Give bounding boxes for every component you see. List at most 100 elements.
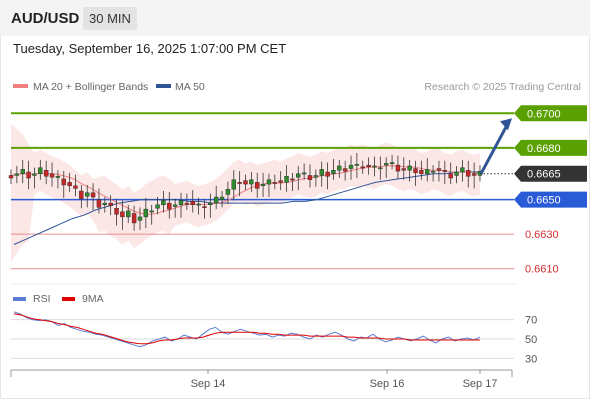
candle-body-29 [178,200,184,206]
candle-body-0 [8,175,14,179]
current-price-label: 0.6665 [527,169,561,181]
candle-body-77 [460,167,465,173]
candle-body-65 [389,162,395,164]
candle-body-24 [149,210,154,213]
candle-body-7 [49,173,55,178]
candle-body-49 [296,173,301,178]
ma50-legend-swatch [156,84,171,88]
candle-body-66 [395,164,401,172]
candle-body-4 [32,173,37,176]
time-axis-labels: Sep 14 Sep 16 Sep 17 [191,370,498,390]
candle-body-73 [436,168,442,171]
candle-body-43 [260,183,266,187]
candle-body-11 [73,185,78,189]
candle-body-26 [161,200,166,206]
rsi-tick-label-0: 70 [525,315,537,327]
candle-body-8 [55,176,61,178]
forecast-arrow-shaft [479,122,510,175]
ma9-legend-swatch [62,297,75,301]
forecast-arrow-head [500,118,512,131]
level-tag-2 [514,191,587,208]
candle-body-57 [342,168,348,172]
candle-body-51 [307,175,313,180]
candle-body-38 [231,179,236,190]
ma50-line [13,171,480,245]
candle-body-16 [102,202,108,206]
candle-body-50 [301,172,307,175]
candle-body-39 [237,182,242,184]
ma20-legend-label: MA 20 + Bollinger Bands [33,81,148,93]
candle-body-9 [61,178,66,186]
candle-body-58 [348,164,354,169]
candle-body-6 [43,170,49,177]
level-tag-label-0: 0.6700 [527,108,561,120]
rsi-tick-label-2: 30 [525,353,537,365]
candle-body-62 [372,165,377,168]
candle-body-63 [378,167,383,170]
candle-body-22 [137,216,143,221]
candle-body-1 [14,173,20,176]
candle-body-68 [407,165,412,171]
candle-body-71 [425,169,430,174]
candle-body-14 [90,192,96,198]
candle-body-45 [272,182,278,184]
candle-body-2 [20,169,25,174]
candle-body-79 [471,173,477,176]
candle-body-30 [184,202,190,205]
rsi-plot: 70 50 30 [11,311,537,365]
candle-body-44 [266,179,272,185]
candle-body-27 [167,202,172,210]
candle-body-17 [108,202,113,206]
candle-body-3 [26,171,31,179]
level-tag-1 [514,139,587,156]
ma9-legend-label: 9MA [82,293,104,305]
candle-body-42 [255,182,260,189]
candle-body-59 [354,164,360,166]
level-tag-label-2: 0.6650 [527,195,561,207]
candle-body-5 [38,167,43,174]
candle-body-13 [85,192,90,197]
candle-body-41 [249,179,254,185]
copyright-label: Research © 2025 Trading Central [424,81,581,93]
level-label-4: 0.6610 [525,264,559,276]
rsi-legend-swatch [13,297,26,301]
rsi-legend-label: RSI [33,293,51,305]
candle-body-76 [454,171,459,176]
candle-body-19 [120,211,125,218]
candle-body-36 [219,196,225,200]
symbol-label: AUD/USD [11,10,80,27]
candle-body-46 [278,180,283,183]
candle-body-54 [325,171,330,177]
candle-body-18 [114,208,119,215]
candle-body-74 [442,170,448,172]
candle-body-37 [225,189,231,195]
candle-body-67 [401,168,406,171]
ma50-legend-label: MA 50 [175,81,205,93]
candle-body-12 [79,190,84,199]
candle-body-48 [290,178,295,181]
candle-body-70 [419,170,424,174]
candle-body-31 [190,201,195,206]
candle-body-34 [208,202,213,206]
bollinger-band [11,123,480,262]
time-tick-label-2: Sep 17 [463,378,498,390]
ma20-line [10,165,481,215]
candle-body-35 [213,196,219,204]
candle-body-21 [131,213,137,224]
timeframe-button[interactable]: 30 MIN [83,7,137,30]
candle-body-47 [284,176,289,183]
candle-body-25 [155,204,160,209]
rsi-tick-label-1: 50 [525,334,537,346]
candle-body-56 [337,165,342,171]
candle-body-69 [413,168,418,174]
candle-body-33 [202,206,207,208]
candle-body-15 [96,199,102,208]
candle-body-75 [448,173,453,179]
candle-body-72 [430,170,436,173]
price-plot: 0.6700 0.6680 0.6650 0.6630 0.6610 0.6665 [8,105,587,276]
candle-body-55 [331,170,336,174]
candle-body-10 [67,182,72,187]
time-tick-label-1: Sep 16 [370,378,405,390]
candle-body-40 [243,180,248,185]
